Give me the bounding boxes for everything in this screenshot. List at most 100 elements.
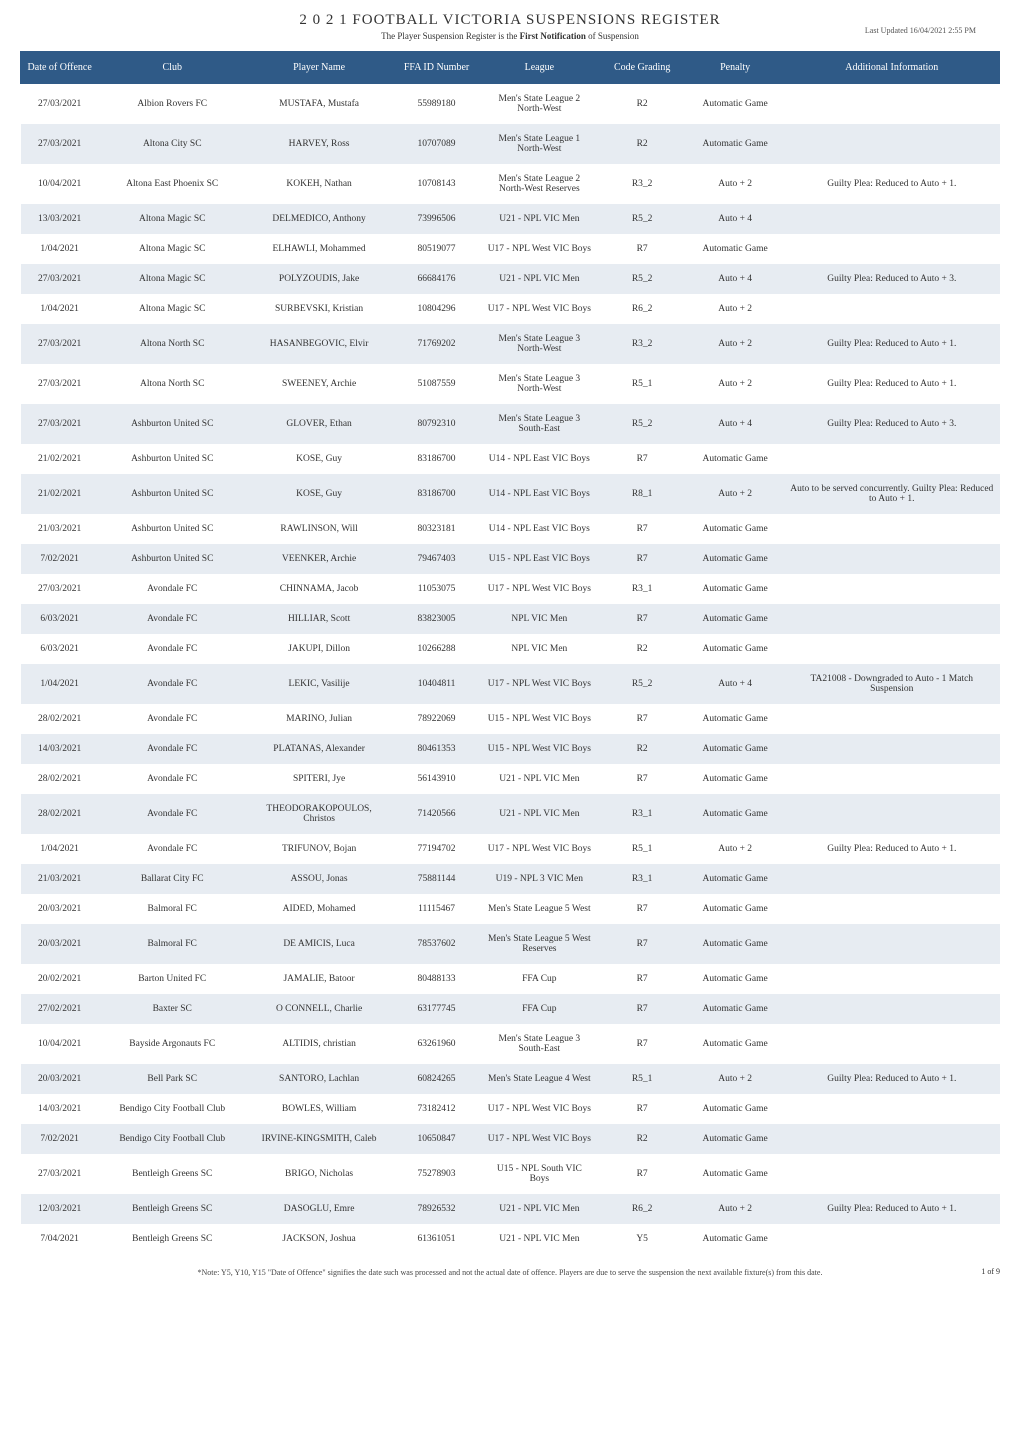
table-cell: U15 - NPL West VIC Boys [481, 704, 598, 734]
table-cell [784, 964, 999, 994]
table-row: 6/03/2021Avondale FCHILLIAR, Scott838230… [21, 604, 1000, 634]
table-cell [784, 234, 999, 264]
table-cell: 7/02/2021 [21, 1124, 99, 1154]
table-cell: 51087559 [393, 364, 481, 404]
table-cell: R7 [598, 1024, 686, 1064]
table-cell: TRIFUNOV, Bojan [246, 834, 393, 864]
table-cell: ALTIDIS, christian [246, 1024, 393, 1064]
table-cell: Men's State League 2 North-West [481, 84, 598, 125]
table-cell: R6_2 [598, 1194, 686, 1224]
table-cell: 1/04/2021 [21, 234, 99, 264]
table-cell: 21/03/2021 [21, 864, 99, 894]
table-cell: U15 - NPL West VIC Boys [481, 734, 598, 764]
table-cell: 10804296 [393, 294, 481, 324]
table-cell: CHINNAMA, Jacob [246, 574, 393, 604]
table-cell [784, 1224, 999, 1254]
table-cell: R8_1 [598, 474, 686, 514]
table-cell: U19 - NPL 3 VIC Men [481, 864, 598, 894]
col-header-7: Additional Information [784, 52, 999, 84]
table-cell: Avondale FC [99, 604, 246, 634]
table-cell: LEKIC, Vasilije [246, 664, 393, 704]
table-cell [784, 894, 999, 924]
table-cell: Auto + 2 [686, 1194, 784, 1224]
table-cell: 27/02/2021 [21, 994, 99, 1024]
table-cell: Guilty Plea: Reduced to Auto + 1. [784, 1064, 999, 1094]
table-cell: Barton United FC [99, 964, 246, 994]
table-cell: Y5 [598, 1224, 686, 1254]
table-cell: Automatic Game [686, 764, 784, 794]
table-cell: Auto + 4 [686, 664, 784, 704]
table-cell: 10707089 [393, 124, 481, 164]
table-cell: U21 - NPL VIC Men [481, 1224, 598, 1254]
table-cell [784, 764, 999, 794]
table-cell: 1/04/2021 [21, 834, 99, 864]
table-cell: R5_1 [598, 364, 686, 404]
table-cell: ELHAWLI, Mohammed [246, 234, 393, 264]
table-cell: 11053075 [393, 574, 481, 604]
table-cell [784, 1094, 999, 1124]
table-cell: Altona North SC [99, 324, 246, 364]
table-cell: Balmoral FC [99, 924, 246, 964]
table-cell: Automatic Game [686, 1224, 784, 1254]
table-cell: 10/04/2021 [21, 164, 99, 204]
table-cell: 20/03/2021 [21, 1064, 99, 1094]
table-cell: R5_2 [598, 404, 686, 444]
table-cell: SURBEVSKI, Kristian [246, 294, 393, 324]
table-cell: Baxter SC [99, 994, 246, 1024]
table-cell: AIDED, Mohamed [246, 894, 393, 924]
table-cell: BRIGO, Nicholas [246, 1154, 393, 1194]
table-cell: VEENKER, Archie [246, 544, 393, 574]
table-cell: U17 - NPL West VIC Boys [481, 574, 598, 604]
table-cell: R7 [598, 1154, 686, 1194]
table-row: 10/04/2021Altona East Phoenix SCKOKEH, N… [21, 164, 1000, 204]
table-cell: MARINO, Julian [246, 704, 393, 734]
table-cell: 10708143 [393, 164, 481, 204]
table-cell: Automatic Game [686, 924, 784, 964]
page-header: Last Updated 16/04/2021 2:55 PM 2 0 2 1 … [20, 12, 1000, 41]
table-cell: 28/02/2021 [21, 704, 99, 734]
table-cell: R2 [598, 84, 686, 125]
table-cell: 10650847 [393, 1124, 481, 1154]
table-cell: Ashburton United SC [99, 404, 246, 444]
table-cell: Ashburton United SC [99, 444, 246, 474]
table-cell: Bendigo City Football Club [99, 1094, 246, 1124]
table-cell: 13/03/2021 [21, 204, 99, 234]
table-row: 27/03/2021Altona City SCHARVEY, Ross1070… [21, 124, 1000, 164]
col-header-6: Penalty [686, 52, 784, 84]
table-cell: 11115467 [393, 894, 481, 924]
table-cell: 79467403 [393, 544, 481, 574]
table-cell [784, 924, 999, 964]
table-cell [784, 1024, 999, 1064]
table-cell: 80323181 [393, 514, 481, 544]
table-cell: 80519077 [393, 234, 481, 264]
table-cell: Automatic Game [686, 544, 784, 574]
table-cell: Ashburton United SC [99, 544, 246, 574]
table-cell: Guilty Plea: Reduced to Auto + 3. [784, 404, 999, 444]
table-cell: Auto + 4 [686, 204, 784, 234]
table-cell: 77194702 [393, 834, 481, 864]
table-cell: R2 [598, 124, 686, 164]
table-cell: 20/03/2021 [21, 924, 99, 964]
table-cell: U15 - NPL South VIC Boys [481, 1154, 598, 1194]
table-cell: Auto + 2 [686, 294, 784, 324]
table-cell: NPL VIC Men [481, 604, 598, 634]
table-cell: Auto + 2 [686, 474, 784, 514]
table-cell: SPITERI, Jye [246, 764, 393, 794]
table-row: 14/03/2021Avondale FCPLATANAS, Alexander… [21, 734, 1000, 764]
table-cell: 80461353 [393, 734, 481, 764]
table-cell: 83186700 [393, 444, 481, 474]
table-row: 21/03/2021Ballarat City FCASSOU, Jonas75… [21, 864, 1000, 894]
col-header-5: Code Grading [598, 52, 686, 84]
table-cell [784, 544, 999, 574]
table-cell: FFA Cup [481, 964, 598, 994]
table-cell [784, 634, 999, 664]
table-row: 1/04/2021Altona Magic SCSURBEVSKI, Krist… [21, 294, 1000, 324]
table-cell: 66684176 [393, 264, 481, 294]
table-row: 21/02/2021Ashburton United SCKOSE, Guy83… [21, 474, 1000, 514]
table-cell: 83186700 [393, 474, 481, 514]
table-cell: R5_1 [598, 1064, 686, 1094]
table-cell: U15 - NPL East VIC Boys [481, 544, 598, 574]
table-cell: 75881144 [393, 864, 481, 894]
table-cell: 61361051 [393, 1224, 481, 1254]
col-header-4: League [481, 52, 598, 84]
